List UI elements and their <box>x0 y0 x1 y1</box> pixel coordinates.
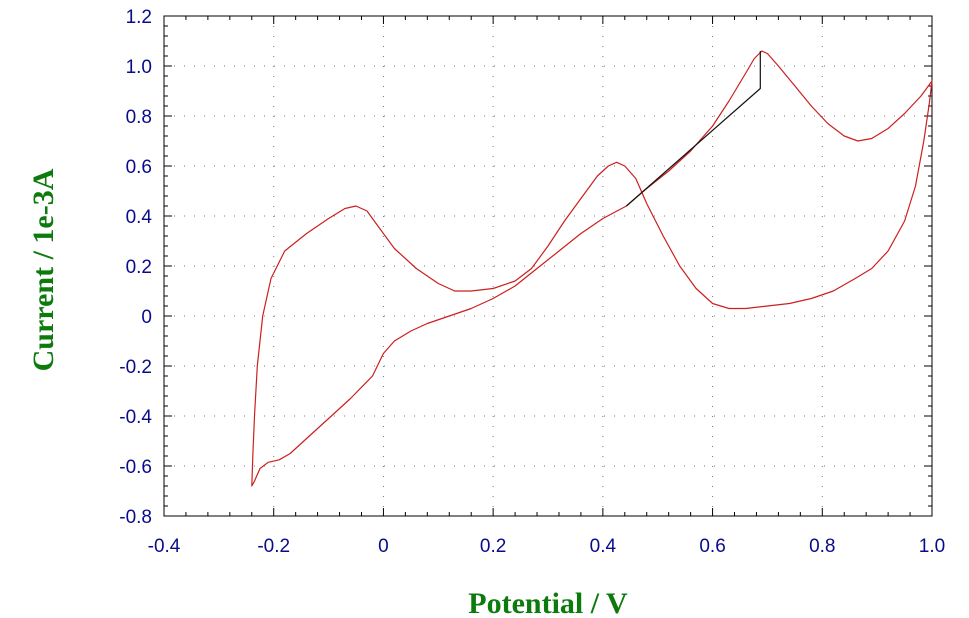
x-tick-label: 1.0 <box>919 536 945 557</box>
cv-curve <box>251 50 933 487</box>
x-tick-label: -0.2 <box>257 536 290 557</box>
y-tick-label: -0.6 <box>119 457 152 478</box>
y-tick-label: 0.2 <box>126 257 152 278</box>
plot-frame <box>163 15 933 517</box>
x-tick-label: 0.6 <box>699 536 725 557</box>
x-tick-label: -0.4 <box>148 536 181 557</box>
y-tick-label: -0.4 <box>119 407 152 428</box>
y-tick-label: 1.2 <box>126 7 152 28</box>
y-tick-label: 0.8 <box>126 107 152 128</box>
x-axis-title: Potential / V <box>468 587 628 618</box>
y-tick-label: -0.8 <box>119 507 152 528</box>
y-axis-title: Current / 1e-3A <box>27 168 60 371</box>
x-tick-label: 0 <box>378 536 389 557</box>
x-tick-label: 0.4 <box>590 536 617 557</box>
axis-ticks <box>163 15 933 517</box>
y-tick-labels: 1.2 1.0 0.8 0.6 0.4 0.2 0 -0.2 -0.4 -0.6 -0.8 <box>119 7 152 528</box>
y-tick-label: 0.4 <box>126 207 153 228</box>
y-tick-label: -0.2 <box>119 357 152 378</box>
grid-lines <box>164 16 932 516</box>
connector-segment <box>626 51 761 207</box>
y-tick-label: 1.0 <box>126 57 152 78</box>
x-tick-labels: -0.4 -0.2 0 0.2 0.4 0.6 0.8 1.0 <box>148 536 946 557</box>
series-layer <box>251 50 933 487</box>
y-tick-label: 0 <box>141 307 152 328</box>
y-tick-label: 0.6 <box>126 157 152 178</box>
x-tick-label: 0.8 <box>809 536 835 557</box>
x-tick-label: 0.2 <box>480 536 506 557</box>
